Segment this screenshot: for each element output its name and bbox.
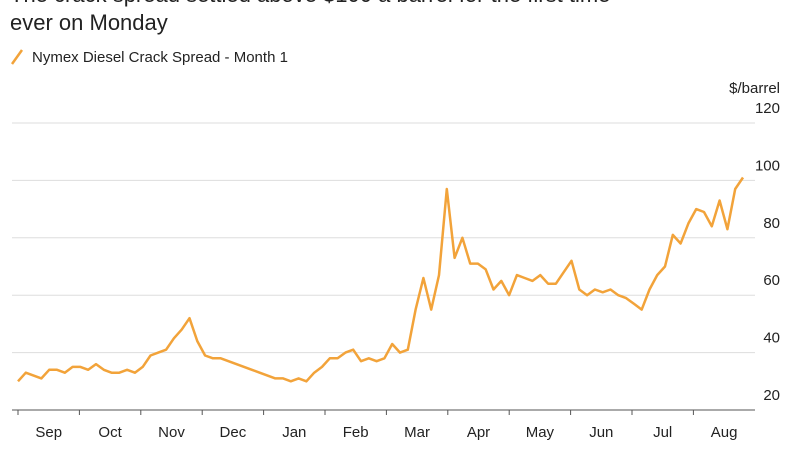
y-tick-label: 40 — [763, 330, 780, 347]
x-tick-label: Feb — [343, 424, 369, 441]
y-tick-label: 100 — [755, 157, 780, 174]
x-tick-label: Aug — [711, 424, 738, 441]
x-tick-label: Jan — [282, 424, 306, 441]
y-tick-label: 60 — [763, 272, 780, 289]
x-tick-label: May — [526, 424, 555, 441]
x-tick-label: Oct — [98, 424, 122, 441]
legend-label: Nymex Diesel Crack Spread - Month 1 — [32, 49, 288, 66]
x-tick-label: Sep — [35, 424, 62, 441]
data-line — [17, 176, 745, 383]
x-tick-label: Apr — [467, 424, 490, 441]
x-tick-label: Mar — [404, 424, 430, 441]
y-axis-label: $/barrel — [729, 80, 780, 97]
x-tick-label: Dec — [220, 424, 247, 441]
x-tick-label: Jul — [653, 424, 672, 441]
x-tick-label: Jun — [589, 424, 613, 441]
x-tick-label: Nov — [158, 424, 185, 441]
legend-swatch — [10, 49, 24, 65]
y-tick-label: 20 — [763, 387, 780, 404]
chart-title: The crack spread settled above $100 a ba… — [10, 0, 610, 35]
y-tick-label: 120 — [755, 100, 780, 117]
y-tick-label: 80 — [763, 215, 780, 232]
